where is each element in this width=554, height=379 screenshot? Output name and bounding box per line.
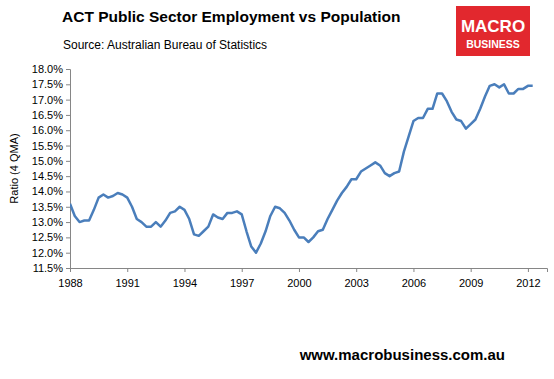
logo-text: BUSINESS bbox=[466, 38, 520, 50]
x-axis-line bbox=[71, 269, 548, 273]
x-tick-mark bbox=[528, 268, 529, 272]
x-tick-label: 1997 bbox=[230, 277, 254, 289]
y-tick: 13.0% bbox=[32, 216, 70, 228]
y-tick: 13.5% bbox=[32, 201, 70, 213]
x-tick: 1997 bbox=[230, 268, 254, 289]
x-tick-mark bbox=[471, 268, 472, 272]
x-tick-mark bbox=[413, 268, 414, 272]
x-tick-label: 2006 bbox=[402, 277, 426, 289]
y-tick-label: 15.5% bbox=[32, 140, 63, 152]
y-tick-mark bbox=[66, 84, 70, 85]
y-tick-mark bbox=[66, 115, 70, 116]
y-tick-mark bbox=[66, 161, 70, 162]
y-tick-label: 17.0% bbox=[32, 94, 63, 106]
y-tick-label: 14.0% bbox=[32, 185, 63, 197]
y-tick-mark bbox=[66, 222, 70, 223]
x-axis: 1988 1991 1994 1997 2000 2003 2006 2009 2012 bbox=[58, 268, 547, 289]
x-tick-label: 2000 bbox=[287, 277, 311, 289]
y-tick: 11.5% bbox=[33, 262, 70, 274]
y-tick: 17.5% bbox=[32, 78, 70, 90]
y-axis: 11.5% 12.0% 12.5% 13.0% 13.5% 14.0% 14.5% 15.0%… bbox=[32, 63, 71, 274]
y-tick: 16.5% bbox=[32, 109, 70, 121]
y-tick-label: 12.0% bbox=[32, 247, 63, 259]
y-tick-mark bbox=[66, 253, 70, 254]
y-tick-label: 11.5% bbox=[33, 262, 64, 274]
y-tick-label: 17.5% bbox=[32, 78, 63, 90]
x-tick: 2006 bbox=[402, 268, 426, 289]
x-tick: 2003 bbox=[344, 268, 368, 289]
y-axis-title: Ratio (4 QMA) bbox=[8, 133, 20, 203]
y-tick-mark bbox=[66, 130, 70, 131]
y-tick-mark bbox=[66, 146, 70, 147]
y-tick-mark bbox=[66, 100, 70, 101]
y-tick-mark bbox=[66, 237, 70, 238]
x-tick: 2009 bbox=[459, 268, 483, 289]
x-tick: 2000 bbox=[287, 268, 311, 289]
x-tick: 1994 bbox=[173, 268, 197, 289]
x-tick-mark bbox=[127, 268, 128, 272]
x-tick: 1988 bbox=[58, 268, 82, 289]
y-tick: 12.5% bbox=[32, 231, 70, 243]
y-tick: 16.0% bbox=[32, 124, 70, 136]
x-tick-mark bbox=[70, 268, 71, 272]
x-tick: 1991 bbox=[115, 268, 139, 289]
y-tick-mark bbox=[66, 176, 70, 177]
y-tick-label: 12.5% bbox=[32, 231, 63, 243]
subtitle: Source: Australian Bureau of Statistics bbox=[63, 38, 267, 52]
y-tick-label: 13.0% bbox=[32, 216, 63, 228]
x-tick: 2012 bbox=[516, 268, 540, 289]
series-line bbox=[70, 84, 533, 252]
title: ACT Public Sector Employment vs Populati… bbox=[62, 8, 400, 25]
x-tick-label: 2003 bbox=[344, 277, 368, 289]
y-tick-label: 15.0% bbox=[32, 155, 63, 167]
x-tick-label: 1994 bbox=[173, 277, 197, 289]
y-tick: 14.0% bbox=[32, 185, 70, 197]
y-tick-label: 16.5% bbox=[32, 109, 63, 121]
y-tick-label: 18.0% bbox=[32, 63, 63, 75]
y-tick-mark bbox=[66, 69, 70, 70]
y-tick: 14.5% bbox=[32, 170, 70, 182]
y-tick-mark bbox=[66, 268, 70, 269]
y-tick: 15.5% bbox=[32, 140, 70, 152]
plot-area bbox=[70, 84, 533, 252]
y-tick: 17.0% bbox=[32, 94, 70, 106]
y-tick: 18.0% bbox=[32, 63, 70, 75]
x-tick-mark bbox=[356, 268, 357, 272]
x-tick-label: 1988 bbox=[58, 277, 82, 289]
x-tick-label: 2012 bbox=[516, 277, 540, 289]
y-tick-label: 13.5% bbox=[32, 201, 63, 213]
y-tick-mark bbox=[66, 207, 70, 208]
x-tick-label: 1991 bbox=[115, 277, 139, 289]
logo-box bbox=[456, 6, 530, 56]
x-tick-mark bbox=[242, 268, 243, 272]
x-tick-mark bbox=[184, 268, 185, 272]
y-tick-label: 16.0% bbox=[32, 124, 63, 136]
x-tick-mark bbox=[299, 268, 300, 272]
y-tick-label: 14.5% bbox=[32, 170, 63, 182]
y-axis-line bbox=[66, 70, 71, 269]
logo-text: MACRO bbox=[461, 17, 525, 36]
footer: www.macrobusiness.com.au bbox=[299, 346, 505, 363]
x-tick-label: 2009 bbox=[459, 277, 483, 289]
chart: ACT Public Sector Employment vs Populati… bbox=[0, 0, 554, 379]
y-tick: 12.0% bbox=[32, 247, 70, 259]
logo: MACRO BUSINESS bbox=[456, 6, 530, 56]
y-tick-mark bbox=[66, 191, 70, 192]
y-tick: 15.0% bbox=[32, 155, 70, 167]
